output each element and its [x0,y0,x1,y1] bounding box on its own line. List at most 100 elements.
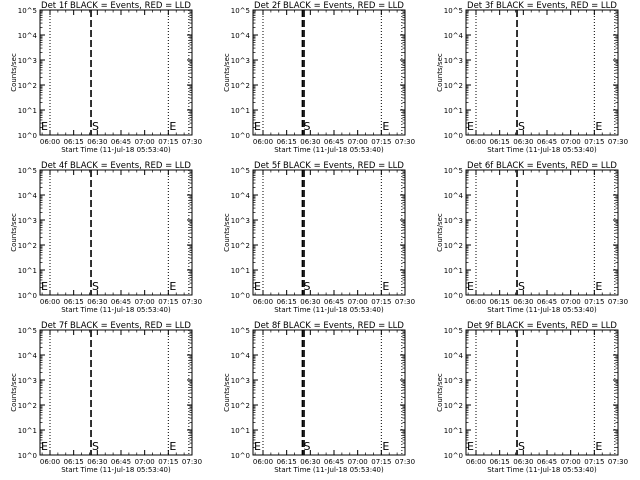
y-tick-label: 10^2 [444,402,463,410]
x-tick-label: 07:30 [608,458,628,466]
x-tick-label: 07:30 [395,138,415,146]
marker-label: E [41,440,48,453]
y-tick-label: 10^5 [18,327,37,335]
marker-label: E [382,280,389,293]
y-tick-label: 10^2 [231,242,250,250]
y-axis-label: Counts/sec [10,373,18,412]
x-tick-label: 06:15 [64,298,84,306]
y-tick-label: 10^3 [18,57,37,65]
plot-frame [252,329,406,456]
x-tick-label: 06:30 [513,298,533,306]
marker-label: E [169,120,176,133]
plot-frame [465,169,619,296]
x-tick-label: 06:00 [253,298,273,306]
marker-label: E [382,440,389,453]
chart-panel: Det 5f BLACK = Events, RED = LLD 10^0 10^1… [223,161,415,314]
y-tick-label: 10^1 [231,107,250,115]
y-axis-label: Counts/sec [223,53,231,92]
plot-frame [39,329,193,456]
x-tick-label: 06:00 [466,138,486,146]
x-tick-label: 06:30 [300,458,320,466]
y-tick-label: 10^0 [231,292,250,300]
chart-title: Det 8f BLACK = Events, RED = LLD [254,321,404,331]
x-tick-label: 06:45 [537,138,557,146]
y-tick-label: 10^3 [231,57,250,65]
y-tick-label: 10^5 [18,167,37,175]
chart-panel: Det 2f BLACK = Events, RED = LLD 10^0 10^1… [223,1,415,154]
y-tick-label: 10^4 [444,32,464,40]
x-tick-label: 07:00 [348,298,368,306]
x-tick-label: 06:30 [300,298,320,306]
chart-title: Det 6f BLACK = Events, RED = LLD [467,161,617,171]
chart-title: Det 9f BLACK = Events, RED = LLD [467,321,617,331]
y-tick-label: 10^0 [18,292,37,300]
y-tick-label: 10^5 [444,7,463,15]
marker-label: S [518,120,525,133]
x-tick-label: 06:15 [490,138,510,146]
y-tick-label: 10^5 [444,167,463,175]
x-tick-label: 07:00 [135,138,155,146]
chart-panel: Det 7f BLACK = Events, RED = LLD 10^0 10^1… [10,321,202,474]
x-tick-label: 06:15 [490,298,510,306]
x-tick-label: 06:45 [324,298,344,306]
y-tick-label: 10^0 [444,452,463,460]
x-tick-label: 07:30 [182,138,202,146]
chart-panel: Det 4f BLACK = Events, RED = LLD 10^0 10^1… [10,161,202,314]
marker-label: E [382,120,389,133]
y-axis-label: Counts/sec [223,213,231,252]
x-axis-label: Start Time (11-Jul-18 05:53:40) [61,306,171,314]
x-tick-label: 06:45 [324,138,344,146]
y-tick-label: 10^4 [18,192,38,200]
plot-frame [252,9,406,136]
x-tick-label: 07:15 [371,298,391,306]
y-axis-label: Counts/sec [436,53,444,92]
x-tick-label: 07:00 [348,138,368,146]
y-axis-label: Counts/sec [10,213,18,252]
chart-title: Det 1f BLACK = Events, RED = LLD [41,1,191,11]
x-tick-label: 07:15 [584,458,604,466]
y-tick-label: 10^2 [444,242,463,250]
x-tick-label: 06:15 [490,458,510,466]
x-tick-label: 07:00 [561,458,581,466]
x-tick-label: 07:30 [395,458,415,466]
y-tick-label: 10^3 [231,377,250,385]
y-tick-label: 10^3 [444,377,463,385]
y-tick-label: 10^4 [444,352,464,360]
y-tick-label: 10^1 [444,267,463,275]
y-tick-label: 10^3 [18,217,37,225]
plot-frame [465,9,619,136]
chart-panel: Det 8f BLACK = Events, RED = LLD 10^0 10^1… [223,321,415,474]
y-tick-label: 10^0 [18,132,37,140]
marker-label: E [41,120,48,133]
y-tick-label: 10^1 [18,267,37,275]
marker-label: S [303,440,310,453]
marker-label: S [303,120,310,133]
y-axis-label: Counts/sec [436,373,444,412]
marker-label: E [254,120,261,133]
y-tick-label: 10^0 [18,452,37,460]
x-tick-label: 06:30 [87,298,107,306]
marker-label: S [303,280,310,293]
y-tick-label: 10^5 [18,7,37,15]
marker-label: E [467,280,474,293]
plot-frame [252,169,406,296]
chart-title: Det 2f BLACK = Events, RED = LLD [254,1,404,11]
x-tick-label: 06:30 [87,458,107,466]
x-tick-label: 07:30 [608,138,628,146]
y-tick-label: 10^0 [231,132,250,140]
y-tick-label: 10^0 [444,132,463,140]
x-tick-label: 07:30 [608,298,628,306]
x-axis-label: Start Time (11-Jul-18 05:53:40) [274,306,384,314]
marker-label: S [518,280,525,293]
x-tick-label: 06:30 [87,138,107,146]
x-tick-label: 07:30 [182,458,202,466]
x-axis-label: Start Time (11-Jul-18 05:53:40) [274,146,384,154]
chart-panel: Det 3f BLACK = Events, RED = LLD 10^0 10^1… [436,1,628,154]
x-tick-label: 07:15 [584,298,604,306]
x-tick-label: 07:15 [371,458,391,466]
x-tick-label: 07:15 [158,298,178,306]
x-tick-label: 07:00 [135,458,155,466]
marker-label: S [92,120,99,133]
y-axis-label: Counts/sec [436,213,444,252]
